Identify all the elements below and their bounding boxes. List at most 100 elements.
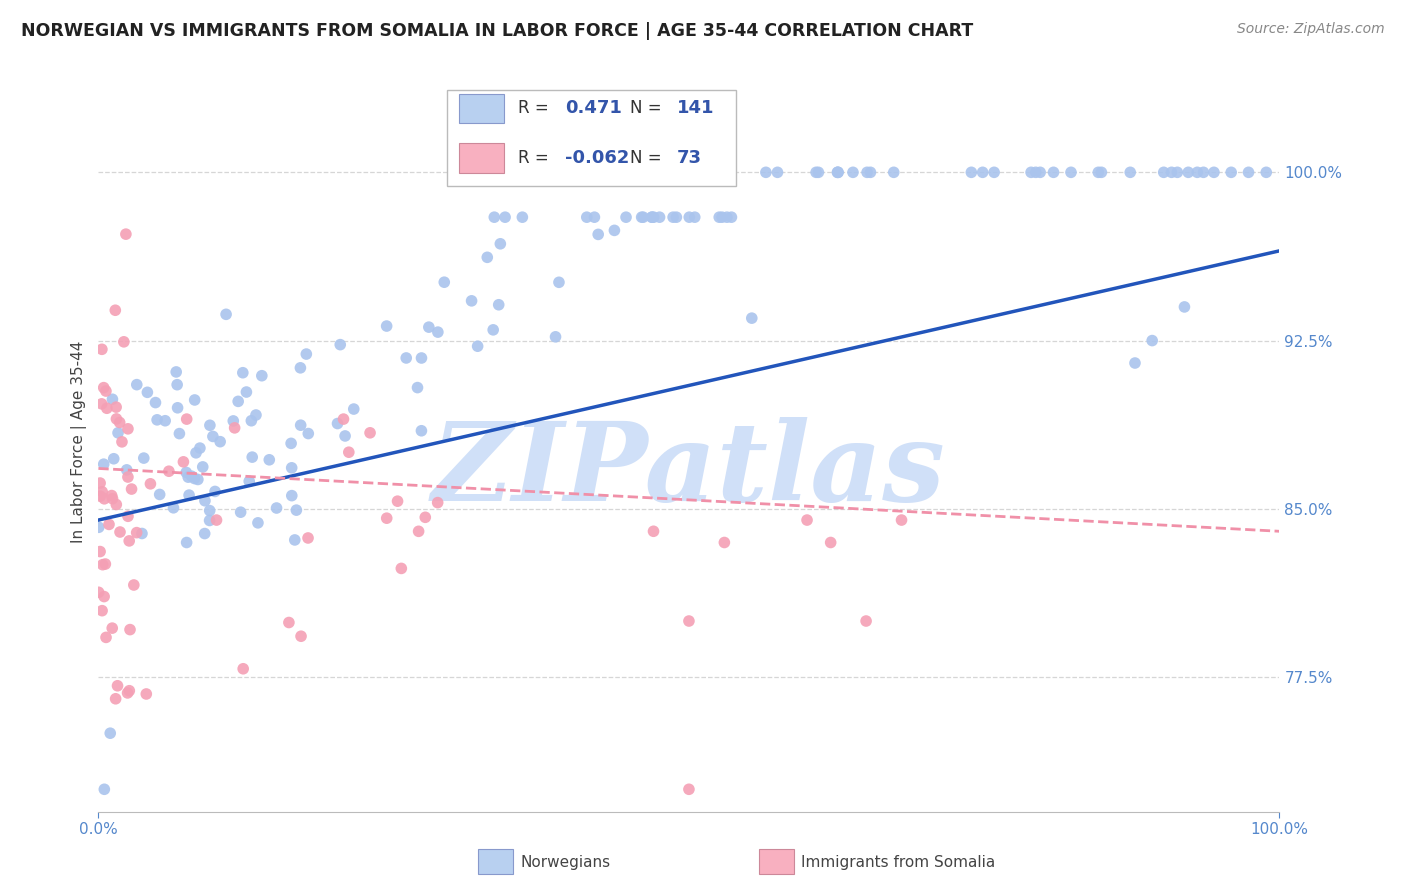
- Point: [118, 623, 141, 637]
- Point: [284, 533, 307, 547]
- Text: 73: 73: [678, 149, 702, 167]
- Point: [184, 446, 207, 460]
- Point: [883, 165, 905, 179]
- Point: [1160, 165, 1182, 179]
- Point: [337, 445, 360, 459]
- Point: [343, 402, 366, 417]
- Point: [104, 303, 127, 318]
- Point: [250, 368, 273, 383]
- Point: [631, 210, 654, 224]
- Point: [111, 434, 134, 449]
- Point: [297, 531, 319, 545]
- Point: [1025, 165, 1047, 179]
- Text: R =: R =: [517, 99, 554, 118]
- Text: Immigrants from Somalia: Immigrants from Somalia: [801, 855, 995, 870]
- Point: [229, 505, 252, 519]
- Point: [387, 494, 409, 508]
- Point: [583, 210, 606, 224]
- Point: [630, 210, 652, 224]
- Point: [174, 466, 197, 480]
- Point: [122, 578, 145, 592]
- Point: [960, 165, 983, 179]
- FancyBboxPatch shape: [458, 144, 503, 173]
- Point: [117, 422, 139, 436]
- Point: [94, 631, 117, 645]
- Point: [1220, 165, 1243, 179]
- Point: [136, 385, 159, 400]
- Point: [93, 457, 115, 471]
- Point: [548, 275, 571, 289]
- Point: [641, 210, 664, 224]
- Point: [1042, 165, 1064, 179]
- Point: [132, 451, 155, 466]
- Point: [482, 323, 505, 337]
- Point: [135, 687, 157, 701]
- Point: [972, 165, 994, 179]
- Point: [804, 165, 827, 179]
- Point: [1087, 165, 1109, 179]
- Point: [87, 585, 110, 599]
- Text: 141: 141: [678, 99, 714, 118]
- Point: [209, 434, 232, 449]
- Point: [232, 662, 254, 676]
- Point: [91, 484, 114, 499]
- Point: [413, 510, 436, 524]
- Point: [329, 337, 352, 351]
- Text: Source: ZipAtlas.com: Source: ZipAtlas.com: [1237, 22, 1385, 37]
- Point: [408, 524, 430, 539]
- Point: [107, 679, 129, 693]
- Point: [169, 426, 191, 441]
- Point: [176, 535, 198, 549]
- Point: [280, 460, 302, 475]
- Point: [1256, 165, 1278, 179]
- Point: [418, 320, 440, 334]
- Point: [290, 629, 312, 643]
- Point: [89, 489, 111, 503]
- Point: [333, 429, 356, 443]
- Point: [87, 520, 110, 534]
- Text: ZIPatlas: ZIPatlas: [432, 417, 946, 524]
- Point: [153, 414, 176, 428]
- Point: [277, 615, 299, 630]
- Point: [1187, 165, 1209, 179]
- Point: [332, 412, 354, 426]
- Point: [180, 469, 202, 483]
- FancyBboxPatch shape: [458, 94, 503, 123]
- Point: [240, 450, 263, 464]
- Point: [101, 491, 124, 506]
- Point: [512, 210, 534, 224]
- Point: [281, 489, 304, 503]
- Point: [107, 425, 129, 440]
- Point: [176, 412, 198, 426]
- Point: [235, 385, 257, 400]
- Point: [89, 544, 111, 558]
- Point: [162, 500, 184, 515]
- Point: [796, 513, 818, 527]
- Point: [121, 482, 143, 496]
- Point: [683, 210, 706, 224]
- Point: [198, 503, 221, 517]
- Point: [827, 165, 849, 179]
- Point: [226, 394, 249, 409]
- Point: [1166, 165, 1188, 179]
- Point: [105, 498, 128, 512]
- Point: [222, 414, 245, 428]
- Point: [297, 426, 319, 441]
- Point: [326, 417, 349, 431]
- Point: [285, 503, 308, 517]
- Point: [426, 325, 449, 339]
- Point: [467, 339, 489, 353]
- Point: [614, 210, 637, 224]
- Point: [117, 686, 139, 700]
- Point: [662, 210, 685, 224]
- Point: [290, 360, 312, 375]
- Point: [1177, 165, 1199, 179]
- Point: [395, 351, 418, 365]
- Point: [245, 408, 267, 422]
- Y-axis label: In Labor Force | Age 35-44: In Labor Force | Age 35-44: [72, 341, 87, 542]
- FancyBboxPatch shape: [447, 90, 737, 186]
- Point: [118, 533, 141, 548]
- Point: [131, 526, 153, 541]
- Point: [108, 416, 131, 430]
- Point: [678, 210, 700, 224]
